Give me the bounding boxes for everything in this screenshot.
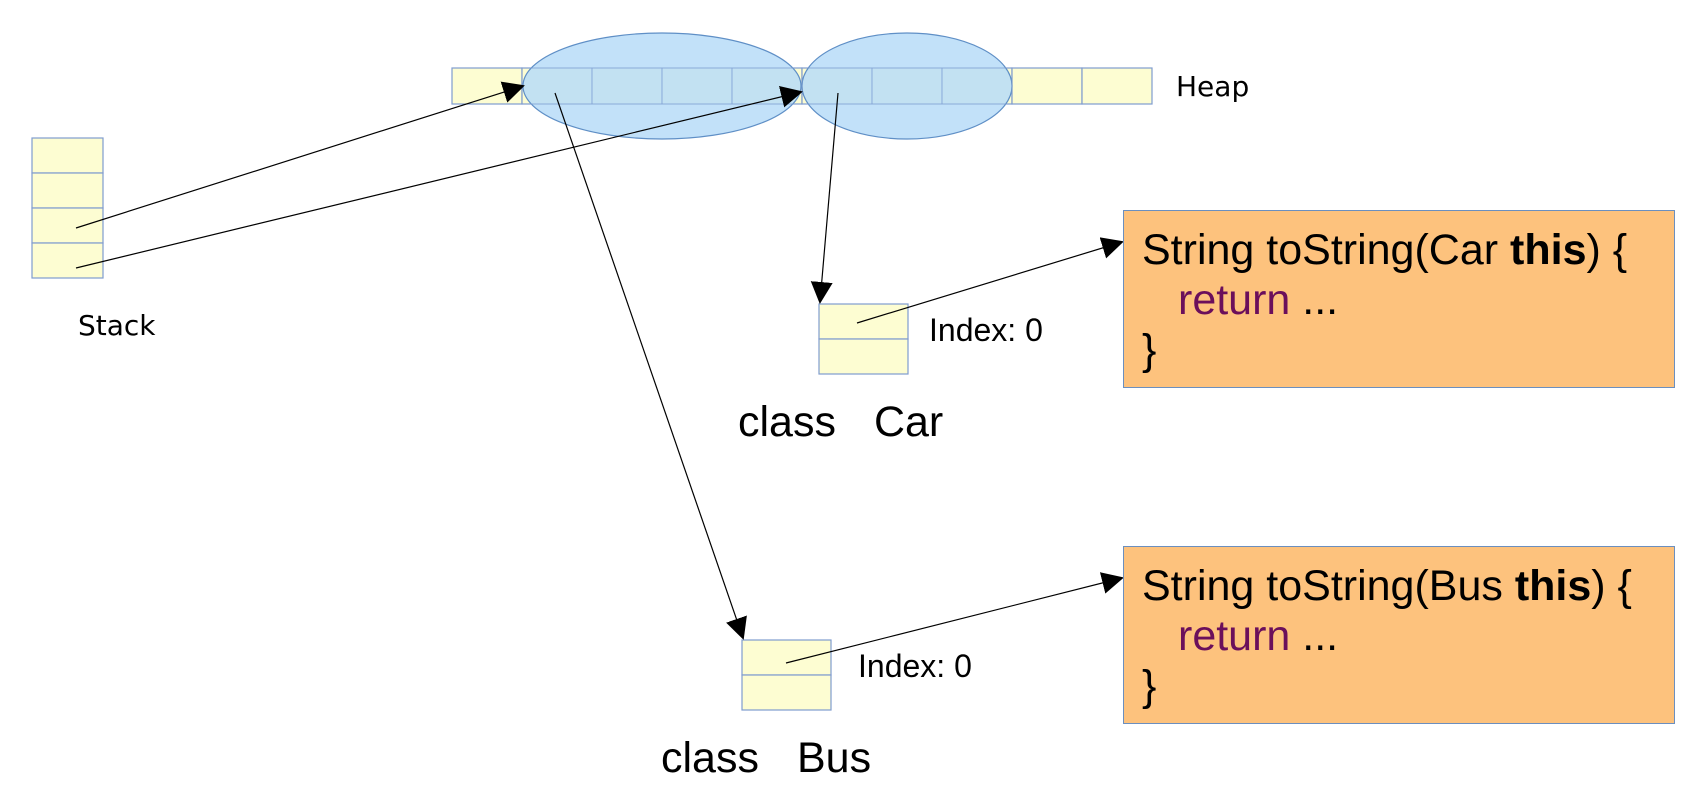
stack — [31, 137, 104, 279]
heap-cell — [1011, 67, 1083, 105]
arrow-car-vtable-to-method — [856, 237, 1124, 324]
heap-cell — [1081, 67, 1153, 105]
method-body: return ... — [1178, 276, 1339, 324]
arrow-stack-to-bus — [75, 86, 803, 269]
class-name-bus: Bus — [796, 734, 872, 782]
stack-cell — [31, 172, 104, 209]
stack-cell — [31, 137, 104, 174]
bus-class-caption: class Bus — [661, 734, 871, 783]
arrow-car-object-to-vtable — [810, 92, 839, 304]
vtable-car — [818, 303, 909, 375]
method-close: } — [1142, 326, 1157, 374]
method-close: } — [1142, 662, 1157, 710]
arrow-stack-to-car — [75, 81, 525, 229]
heap-object-bus — [801, 32, 1013, 140]
bus-tostring-method: String toString(Bus this) { return ... } — [1123, 546, 1675, 724]
car-index-label: Index: 0 — [929, 312, 1043, 348]
stack-cell — [31, 242, 104, 279]
class-name-car: Car — [873, 398, 944, 446]
method-signature: String toString(Car this) { — [1142, 226, 1628, 274]
class-keyword: class — [738, 398, 836, 446]
method-signature: String toString(Bus this) { — [1142, 562, 1632, 610]
bus-index-label: Index: 0 — [858, 648, 972, 684]
arrow-bus-object-to-vtable — [554, 92, 747, 640]
stack-cell — [31, 207, 104, 244]
heap-cell — [451, 67, 523, 105]
vtable-bus — [741, 639, 832, 711]
car-class-caption: class Car — [738, 398, 943, 447]
arrow-bus-vtable-to-method — [785, 572, 1124, 664]
class-keyword: class — [661, 734, 759, 782]
heap-label: Heap — [1176, 70, 1249, 103]
method-body: return ... — [1178, 612, 1339, 660]
stack-label: Stack — [78, 309, 156, 342]
car-tostring-method: String toString(Car this) { return ... } — [1123, 210, 1675, 388]
